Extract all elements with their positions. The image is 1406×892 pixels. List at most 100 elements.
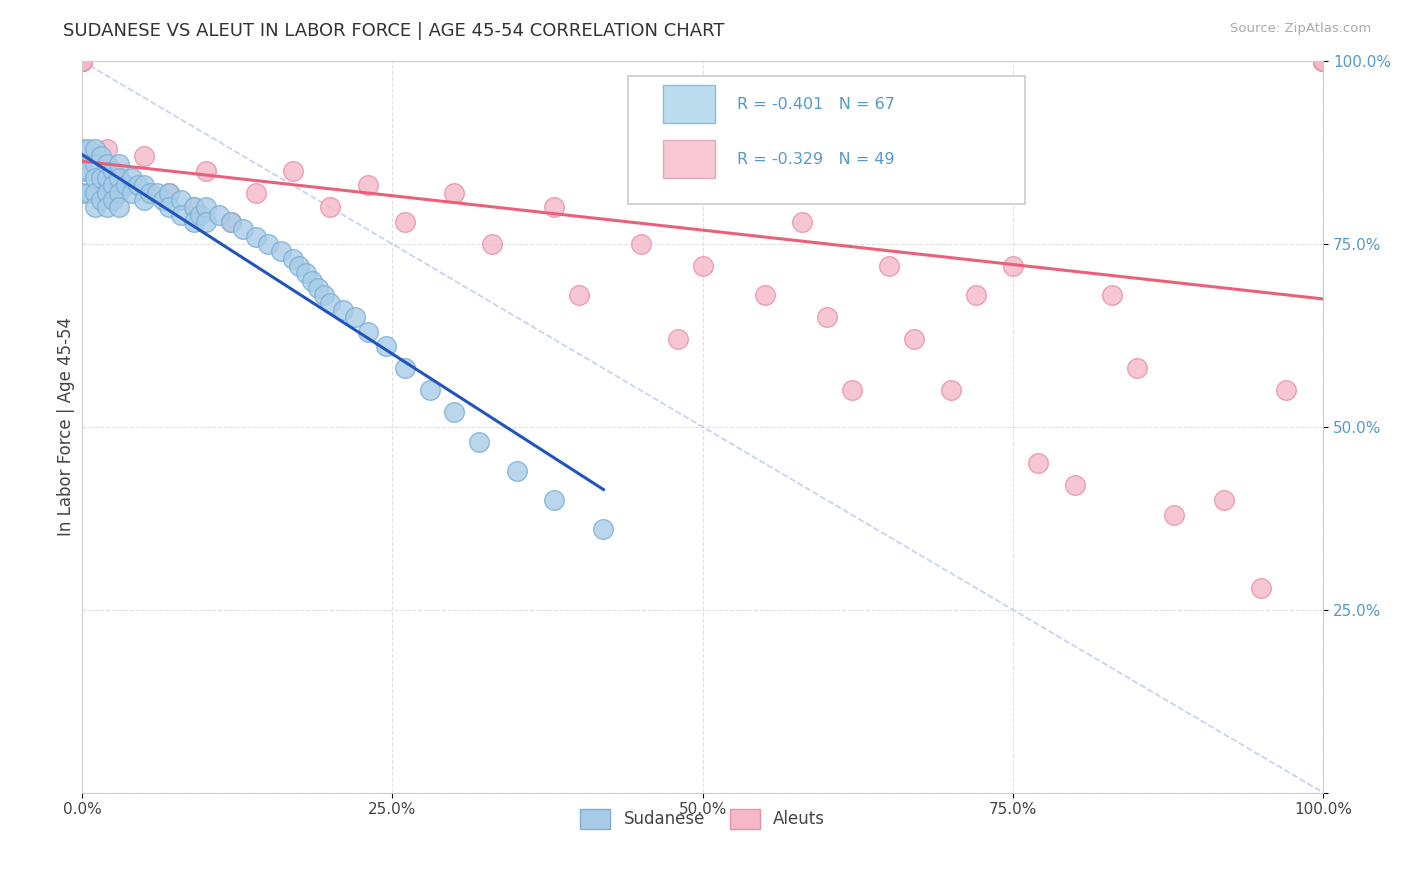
Point	[356, 178, 378, 193]
Point	[543, 201, 565, 215]
Point	[1101, 288, 1123, 302]
Point	[1275, 384, 1298, 398]
Point	[332, 302, 354, 317]
Point	[481, 237, 503, 252]
Point	[1312, 54, 1334, 69]
Point	[134, 178, 156, 193]
Text: R = -0.401   N = 67: R = -0.401 N = 67	[738, 97, 896, 112]
Point	[319, 201, 342, 215]
Point	[83, 156, 105, 170]
Point	[1312, 54, 1334, 69]
Point	[145, 186, 167, 200]
Point	[127, 178, 149, 193]
Point	[157, 186, 180, 200]
Point	[281, 164, 304, 178]
Bar	[664, 86, 716, 123]
Point	[90, 171, 112, 186]
Point	[101, 164, 124, 178]
Point	[419, 384, 441, 398]
Point	[245, 186, 267, 200]
Point	[77, 164, 100, 178]
Point	[77, 186, 100, 200]
Point	[83, 142, 105, 156]
Point	[1213, 493, 1236, 508]
Point	[195, 215, 218, 229]
Point	[319, 295, 342, 310]
Point	[70, 186, 93, 200]
Point	[70, 142, 93, 156]
Point	[790, 215, 813, 229]
Point	[592, 522, 614, 536]
Point	[152, 193, 174, 207]
Point	[188, 208, 211, 222]
Point	[134, 193, 156, 207]
Point	[543, 493, 565, 508]
Point	[70, 54, 93, 69]
Point	[134, 149, 156, 163]
Point	[108, 186, 131, 200]
Point	[121, 186, 143, 200]
Point	[108, 171, 131, 186]
Point	[70, 54, 93, 69]
Point	[281, 252, 304, 266]
Point	[232, 222, 254, 236]
Point	[630, 237, 652, 252]
Point	[301, 274, 323, 288]
Text: R = -0.329   N = 49: R = -0.329 N = 49	[738, 152, 896, 167]
Point	[83, 201, 105, 215]
Point	[70, 54, 93, 69]
Point	[1312, 54, 1334, 69]
Text: Source: ZipAtlas.com: Source: ZipAtlas.com	[1230, 22, 1371, 36]
Point	[288, 259, 311, 273]
Point	[468, 434, 491, 449]
Point	[344, 310, 367, 325]
Text: SUDANESE VS ALEUT IN LABOR FORCE | AGE 45-54 CORRELATION CHART: SUDANESE VS ALEUT IN LABOR FORCE | AGE 4…	[63, 22, 724, 40]
Point	[1312, 54, 1334, 69]
Point	[965, 288, 987, 302]
Point	[96, 156, 118, 170]
Point	[157, 186, 180, 200]
Point	[903, 332, 925, 346]
Point	[505, 464, 527, 478]
Point	[101, 193, 124, 207]
Point	[70, 164, 93, 178]
Point	[114, 178, 136, 193]
Point	[219, 215, 242, 229]
Point	[101, 178, 124, 193]
Point	[70, 54, 93, 69]
Point	[307, 281, 329, 295]
Point	[270, 244, 292, 259]
Point	[90, 193, 112, 207]
Point	[90, 149, 112, 163]
Point	[70, 54, 93, 69]
Point	[183, 215, 205, 229]
Point	[108, 156, 131, 170]
Point	[314, 288, 336, 302]
Point	[1312, 54, 1334, 69]
Point	[70, 54, 93, 69]
Point	[195, 201, 218, 215]
Point	[183, 201, 205, 215]
Point	[394, 361, 416, 376]
Point	[96, 201, 118, 215]
Point	[375, 339, 398, 353]
Bar	[664, 140, 716, 178]
Point	[83, 186, 105, 200]
Point	[96, 171, 118, 186]
Point	[170, 193, 193, 207]
Point	[108, 201, 131, 215]
Point	[121, 171, 143, 186]
Point	[1001, 259, 1024, 273]
Legend: Sudanese, Aleuts: Sudanese, Aleuts	[574, 802, 832, 836]
Point	[443, 405, 465, 419]
Y-axis label: In Labor Force | Age 45-54: In Labor Force | Age 45-54	[58, 318, 75, 536]
FancyBboxPatch shape	[628, 76, 1025, 203]
Point	[195, 164, 218, 178]
Point	[157, 201, 180, 215]
Point	[245, 229, 267, 244]
Point	[294, 266, 316, 280]
Point	[1312, 54, 1334, 69]
Point	[568, 288, 591, 302]
Point	[815, 310, 838, 325]
Point	[939, 384, 962, 398]
